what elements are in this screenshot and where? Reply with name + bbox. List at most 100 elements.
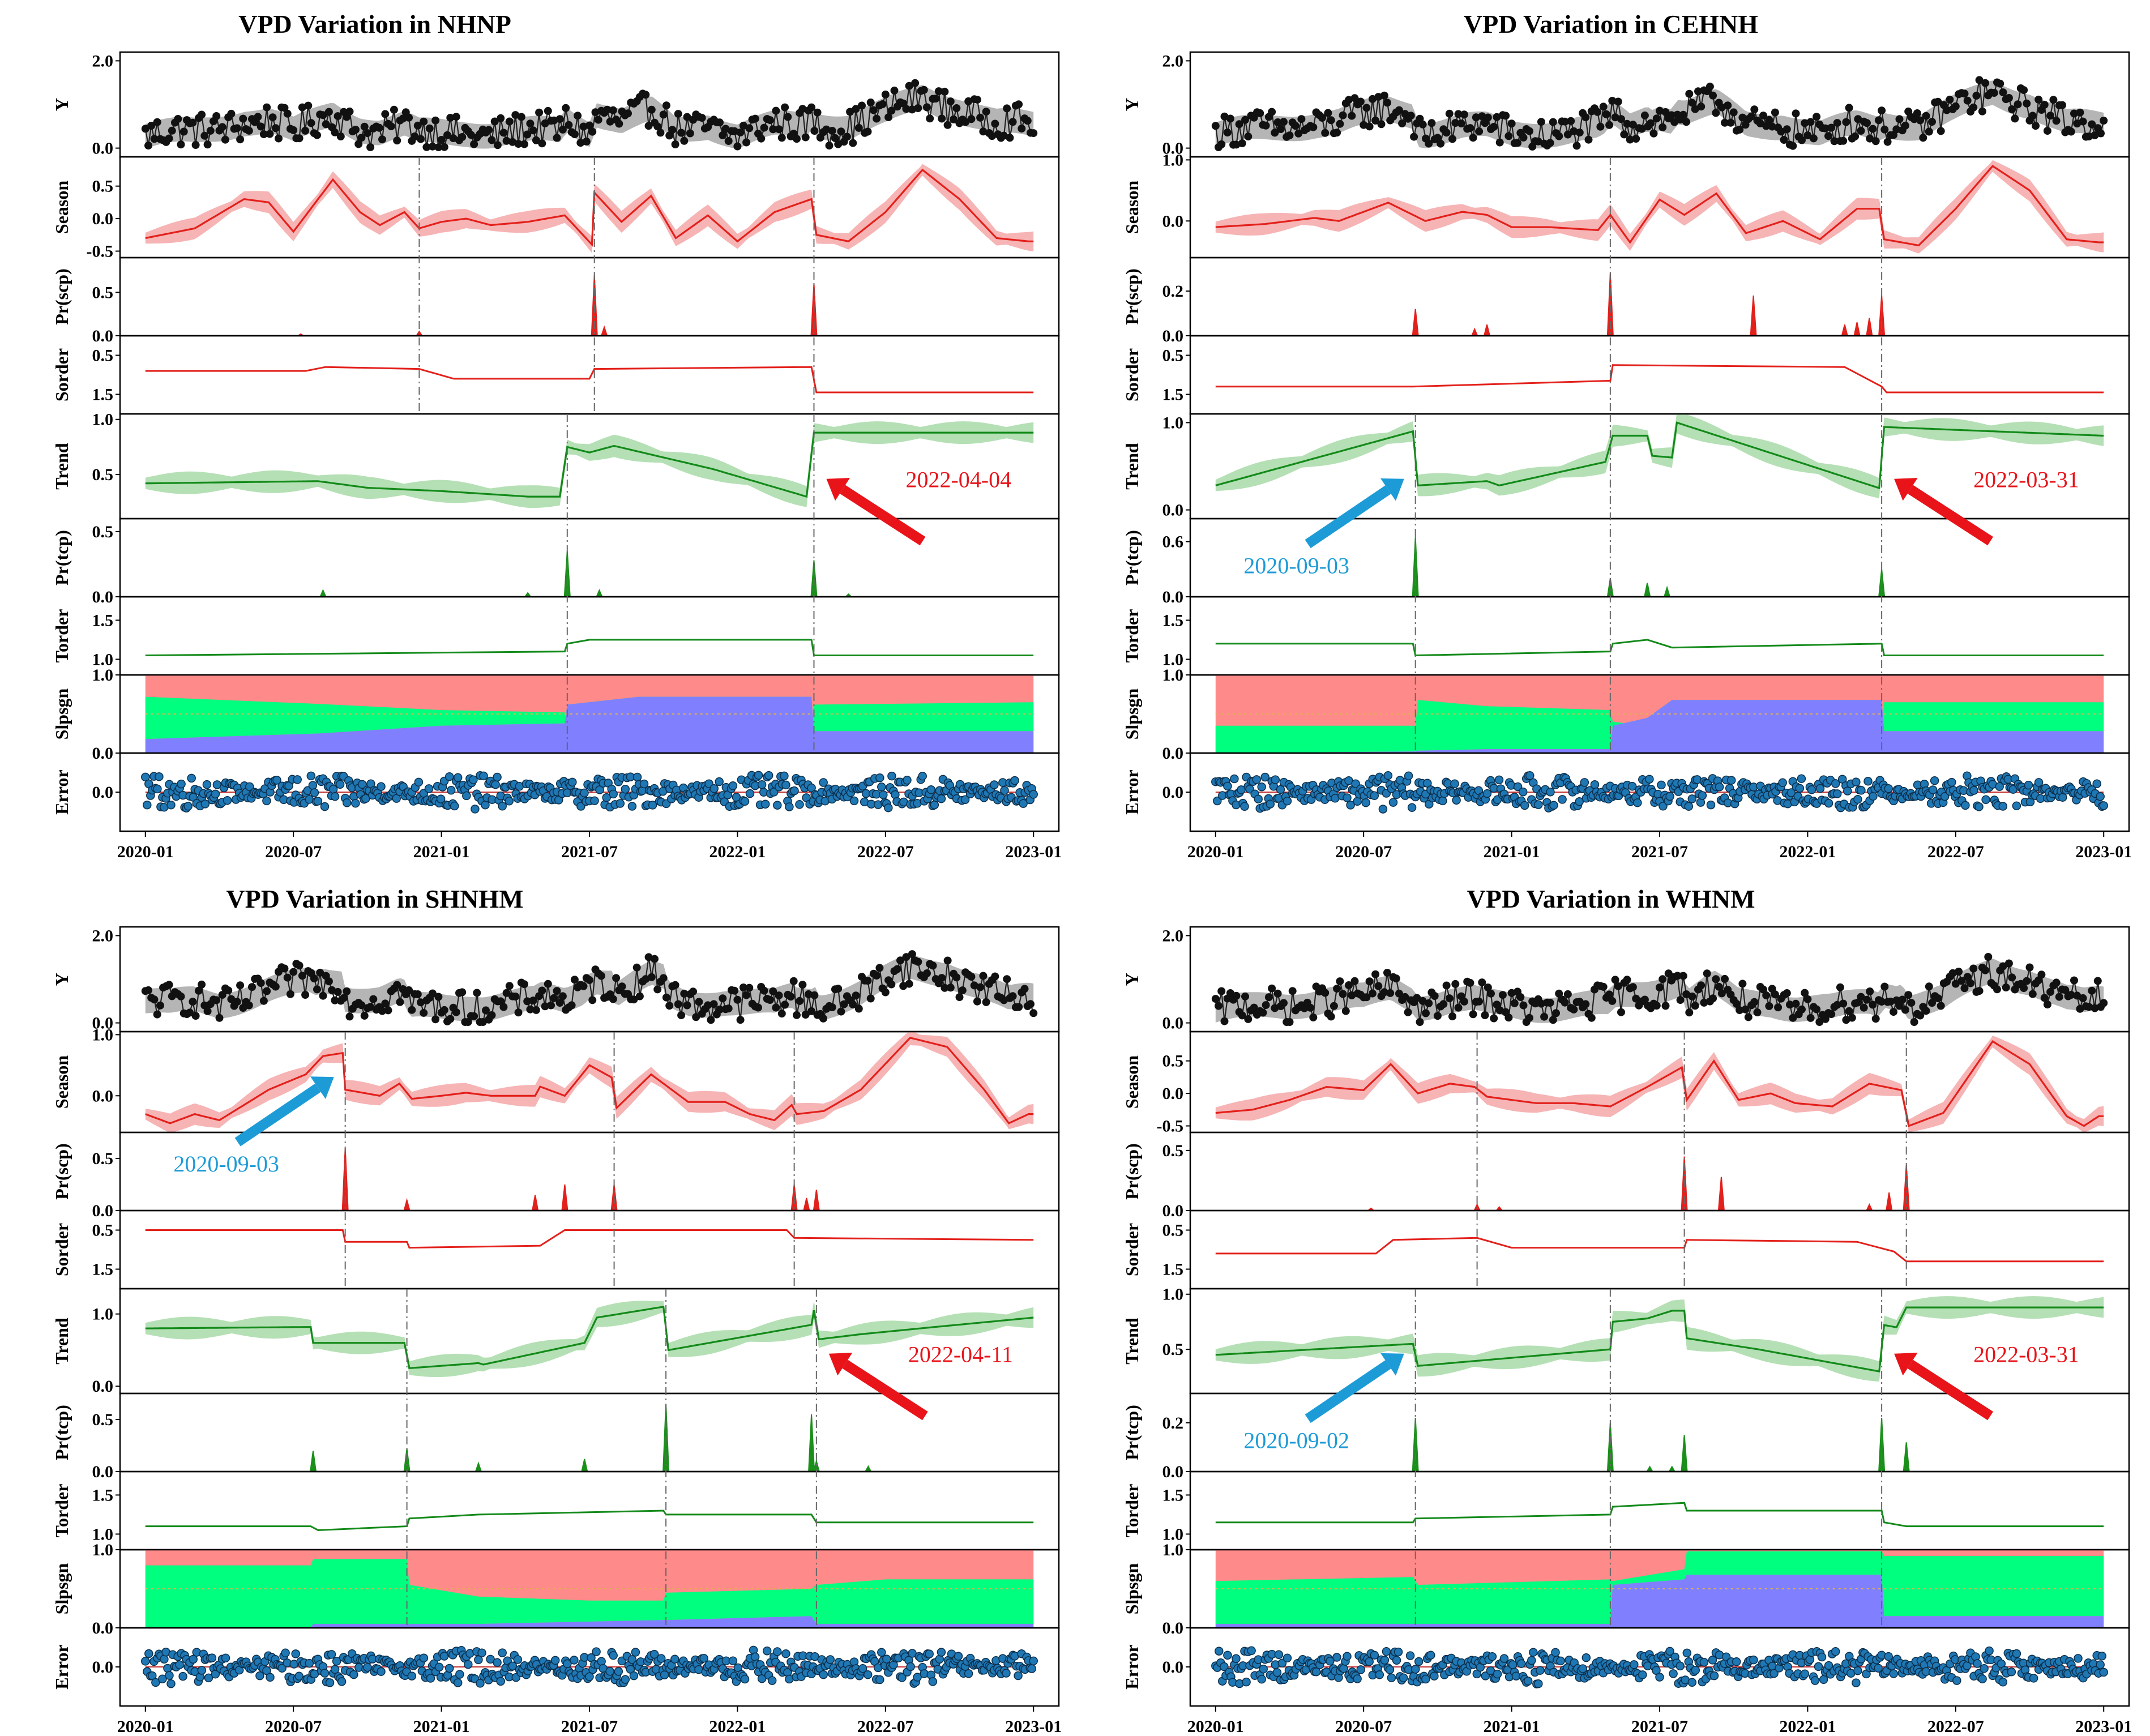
error-point: [570, 1656, 579, 1665]
y-data-point: [1886, 997, 1895, 1006]
y-data-point: [1223, 129, 1232, 137]
y-data-point: [973, 96, 981, 104]
error-point: [602, 793, 611, 802]
y-tick-label: -0.5: [87, 242, 114, 261]
error-point: [1370, 791, 1379, 800]
y-data-point: [2023, 99, 2031, 108]
x-tick-label: 2022-07: [1927, 1717, 1984, 1736]
y-data-point: [801, 1011, 810, 1019]
error-point: [780, 771, 789, 781]
y-data-point: [647, 973, 656, 981]
y-data-point: [470, 1012, 478, 1020]
error-point: [781, 780, 790, 790]
row-prtcp: 0.5 0.0 Pr(tcp): [52, 1392, 1060, 1481]
y-data-point: [896, 956, 904, 965]
y-data-point: [760, 123, 768, 132]
error-point: [1930, 776, 1939, 785]
error-point: [1627, 781, 1637, 791]
error-point: [177, 779, 186, 789]
y-data-point: [165, 981, 173, 989]
y-tick-label: 0.0: [92, 783, 114, 802]
y-data-point: [793, 135, 801, 143]
error-point: [2058, 793, 2067, 802]
y-data-point: [502, 136, 511, 145]
y-data-point: [594, 116, 602, 124]
y-data-point: [1673, 972, 1682, 980]
y-data-point: [2008, 105, 2016, 113]
error-point: [1534, 1679, 1543, 1688]
y-data-point: [1285, 1018, 1294, 1026]
y-data-point: [1371, 117, 1380, 125]
y-data-point: [745, 984, 754, 992]
probability-spike: [1866, 1203, 1873, 1211]
y-data-point: [1957, 977, 1966, 985]
y-data-point: [1410, 132, 1418, 141]
y-data-point: [946, 984, 955, 992]
y-tick-label: 0.2: [1162, 1414, 1184, 1433]
error-point: [1889, 1669, 1898, 1678]
row-prscp: 0.5 0.0 Pr(scp): [52, 1131, 1060, 1220]
y-data-point: [1688, 992, 1696, 1000]
y-data-point: [443, 131, 451, 139]
y-data-point: [1288, 987, 1297, 995]
y-data-point: [934, 87, 943, 96]
y-data-point: [674, 1000, 682, 1008]
y-data-point: [1656, 984, 1664, 991]
error-point: [477, 1648, 486, 1657]
y-data-point: [2025, 963, 2034, 972]
error-point: [508, 1661, 518, 1671]
y-data-point: [360, 1011, 369, 1020]
y-data-point: [1721, 118, 1729, 127]
y-data-point: [683, 113, 691, 121]
error-point: [819, 1670, 828, 1679]
error-point: [740, 797, 750, 806]
y-data-point: [324, 977, 333, 986]
annotation-date-label: 2022-04-11: [908, 1342, 1013, 1367]
error-point: [262, 796, 271, 806]
row-slpsgn: 1.0 0.0 Slpsgn: [1122, 666, 2130, 763]
y-data-point: [579, 982, 588, 990]
y-data-point: [411, 132, 419, 140]
y-data-point: [719, 994, 727, 1003]
error-point: [1831, 779, 1840, 788]
error-point: [1494, 775, 1504, 785]
error-point: [444, 772, 454, 781]
y-data-point: [588, 996, 597, 1004]
y-data-point: [1398, 119, 1407, 127]
y-data-point: [1244, 132, 1253, 141]
error-point: [1981, 795, 1990, 805]
y-data-point: [979, 972, 988, 980]
y-data-point: [2085, 132, 2093, 140]
y-tick-label: 0.6: [1162, 533, 1184, 551]
row-label: Y: [1122, 98, 1142, 111]
error-point: [1778, 778, 1787, 788]
y-data-point: [2032, 122, 2040, 130]
error-point: [1659, 802, 1668, 811]
y-data-point: [1226, 989, 1234, 997]
probability-spike: [1646, 1465, 1653, 1472]
error-point: [875, 1675, 884, 1684]
error-point: [1272, 1667, 1282, 1677]
row-label: Sorder: [1122, 1223, 1142, 1276]
error-point: [621, 1675, 630, 1684]
y-data-point: [1934, 97, 1942, 106]
y-data-point: [1472, 113, 1480, 122]
y-data-point: [1833, 1000, 1841, 1009]
y-data-point: [345, 107, 354, 116]
y-tick-label: 0.0: [92, 1619, 114, 1637]
error-point: [2012, 1649, 2021, 1658]
error-point: [377, 782, 386, 791]
torder-line: [1215, 639, 2104, 657]
chart-panel-1: VPD Variation in NHNP 2.0 0.0 Y 0.5 0.0 -0.5 Se…: [52, 10, 1062, 861]
error-point: [1410, 1665, 1420, 1674]
row-label: Season: [52, 1055, 72, 1109]
y-data-point: [982, 998, 990, 1006]
y-data-point: [1925, 127, 1933, 136]
error-point: [151, 1678, 160, 1687]
y-tick-label: 0.0: [92, 588, 114, 606]
error-point: [877, 1648, 886, 1657]
y-data-point: [1990, 89, 1998, 97]
row-label: Slpsgn: [1122, 1563, 1142, 1614]
error-point: [1819, 1675, 1828, 1684]
error-point: [609, 1651, 618, 1660]
